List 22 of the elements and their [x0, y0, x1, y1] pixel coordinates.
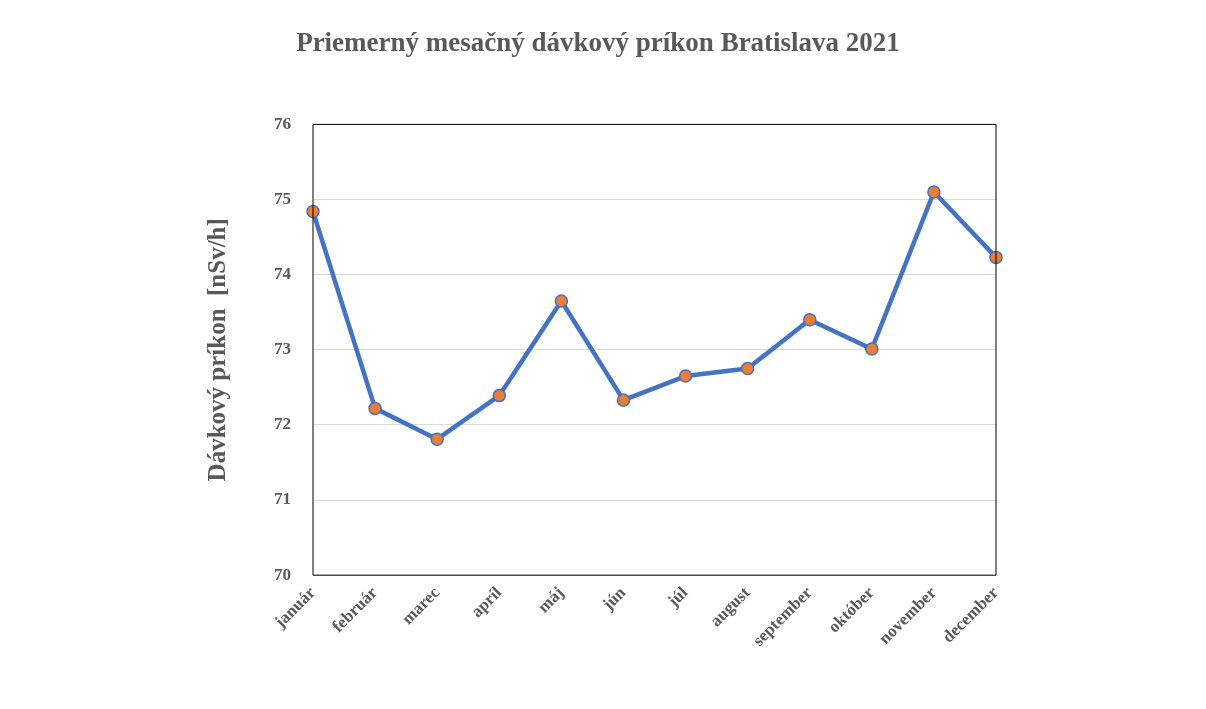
x-tick-label: jún: [597, 582, 630, 615]
point: [368, 401, 382, 416]
y-tick-label: 74: [274, 264, 292, 284]
point: [802, 312, 817, 327]
x-tick-label: máj: [533, 582, 568, 617]
y-tick-label: 70: [274, 564, 291, 584]
point: [678, 369, 693, 383]
point: [740, 361, 755, 376]
point: [430, 432, 444, 446]
point: [927, 185, 941, 199]
y-tick-label: 72: [274, 414, 291, 434]
y-tick-label: 75: [274, 188, 291, 208]
point: [616, 393, 631, 407]
chart-title: Priemerný mesačný dávkový príkon Bratislava 2021: [296, 27, 900, 58]
y-tick-label: 73: [274, 339, 291, 359]
point: [865, 342, 879, 356]
point: [554, 294, 569, 308]
y-tick-label: 76: [274, 113, 291, 133]
point: [492, 388, 507, 403]
y-tick-label: 71: [274, 489, 291, 509]
y-axis-title: Dávkový príkon [nSv/h]: [203, 218, 231, 482]
x-tick-label: júl: [663, 582, 692, 612]
